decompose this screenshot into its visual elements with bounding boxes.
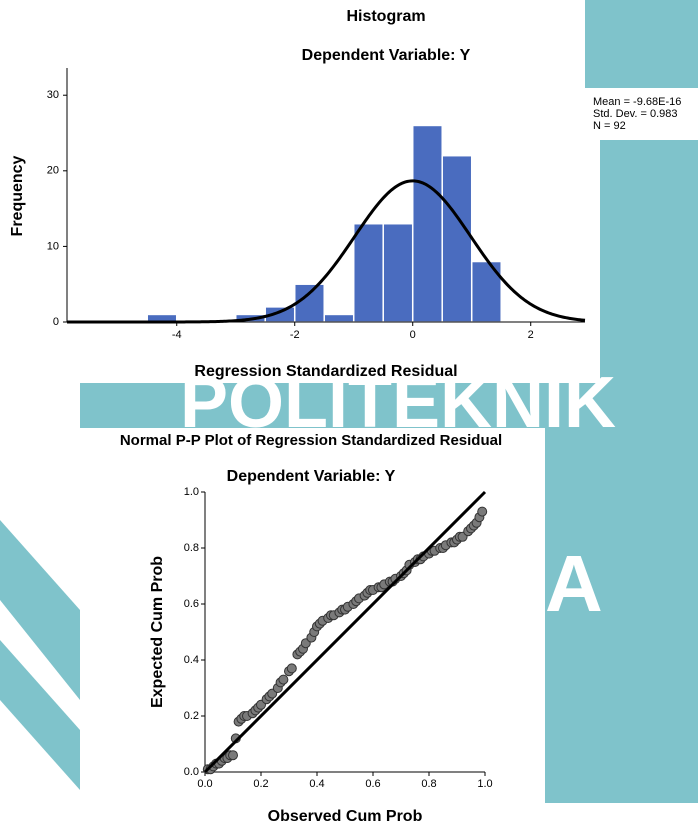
stat-label: N = 92 bbox=[593, 120, 626, 132]
x-tick-label: 0.8 bbox=[421, 778, 436, 790]
bar bbox=[411, 124, 443, 323]
pp-plot-chart: Normal P-P Plot of Regression Standardiz… bbox=[120, 432, 502, 825]
x-tick-label: 0.4 bbox=[309, 778, 324, 790]
bar bbox=[441, 154, 473, 323]
watermark-letter: A bbox=[545, 539, 603, 628]
point bbox=[278, 674, 289, 685]
x-tick-label: 0.2 bbox=[253, 778, 268, 790]
x-axis-title: Regression Standardized Residual bbox=[194, 363, 457, 380]
x-axis-title: Observed Cum Prob bbox=[268, 808, 423, 825]
y-axis-title: Frequency bbox=[9, 155, 26, 236]
chart-background bbox=[585, 88, 698, 140]
x-tick-label: 0 bbox=[410, 329, 416, 341]
y-axis-title: Expected Cum Prob bbox=[149, 556, 166, 708]
point bbox=[228, 750, 238, 761]
bar bbox=[382, 222, 414, 323]
reference-line bbox=[203, 490, 487, 774]
bar bbox=[352, 222, 384, 323]
stat-label: Mean = -9.68E-16 bbox=[593, 96, 681, 108]
y-tick-label: 0.2 bbox=[184, 710, 199, 722]
x-tick-label: 0.0 bbox=[197, 778, 212, 790]
histogram-chart: Histogram Dependent Variable: Y Regressi… bbox=[9, 8, 681, 380]
watermark-shape bbox=[0, 520, 80, 700]
stat-label: Std. Dev. = 0.983 bbox=[593, 108, 678, 120]
point bbox=[286, 663, 297, 674]
chart-title: Normal P-P Plot of Regression Standardiz… bbox=[120, 432, 502, 449]
y-tick-label: 20 bbox=[47, 165, 59, 177]
y-tick-label: 0.6 bbox=[184, 598, 199, 610]
bar bbox=[323, 313, 355, 323]
watermark-shape bbox=[600, 140, 698, 383]
point bbox=[477, 506, 488, 517]
y-tick-label: 0.4 bbox=[184, 654, 199, 666]
y-tick-label: 0.0 bbox=[184, 766, 199, 778]
x-tick-label: 0.6 bbox=[365, 778, 380, 790]
y-tick-label: 30 bbox=[47, 89, 59, 101]
y-tick-label: 1.0 bbox=[184, 486, 199, 498]
watermark-band bbox=[80, 383, 698, 433]
chart-title: Histogram bbox=[346, 8, 425, 25]
x-tick-label: -4 bbox=[172, 329, 182, 341]
y-tick-label: 0.8 bbox=[184, 542, 199, 554]
chart-subtitle: Dependent Variable: Y bbox=[227, 468, 396, 485]
x-tick-label: 2 bbox=[528, 329, 534, 341]
y-tick-label: 0 bbox=[53, 316, 59, 328]
bar bbox=[293, 283, 325, 323]
y-tick-label: 10 bbox=[47, 240, 59, 252]
watermark-shape bbox=[545, 433, 698, 803]
bar bbox=[470, 260, 502, 323]
chart-background bbox=[0, 0, 585, 383]
x-tick-label: 1.0 bbox=[477, 778, 492, 790]
chart-subtitle: Dependent Variable: Y bbox=[302, 47, 471, 64]
x-tick-label: -2 bbox=[290, 329, 300, 341]
watermark-shape bbox=[585, 0, 698, 88]
watermark-shape bbox=[0, 640, 80, 790]
